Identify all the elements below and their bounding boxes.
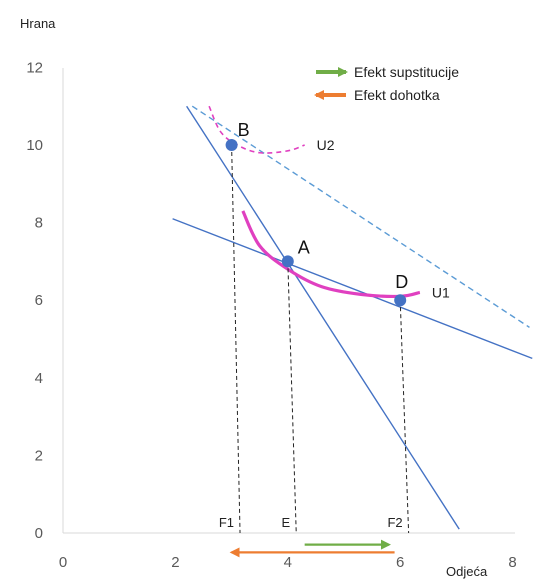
y-tick-10: 10 (26, 137, 43, 154)
effect-arrows (229, 539, 395, 558)
drop-label-f2: F2 (387, 515, 402, 530)
legend-label-substitution: Efekt supstitucije (354, 64, 459, 80)
point-label-b: B (238, 120, 250, 140)
y-tick-2: 2 (35, 447, 43, 464)
legend-entry-substitution: Efekt supstitucije (316, 64, 459, 80)
curve-label-u1: U1 (432, 284, 450, 300)
x-tick-0: 0 (59, 554, 67, 571)
point-label-d: D (395, 272, 408, 292)
y-tick-8: 8 (35, 215, 43, 232)
x-tick-4: 4 (284, 554, 292, 571)
point-label-a: A (298, 237, 310, 257)
budget-lines (172, 105, 533, 530)
drop-label-e: E (282, 515, 291, 530)
legend-entry-income: Efekt dohotka (314, 87, 440, 103)
y-tick-labels: 0 2 4 6 8 10 12 (26, 59, 43, 542)
y-tick-6: 6 (35, 292, 43, 309)
x-axis-title: Odjeća (446, 564, 488, 579)
x-tick-labels: 0 2 4 6 8 (59, 554, 517, 571)
budget-new-line (172, 218, 533, 360)
y-tick-0: 0 (35, 525, 43, 542)
point-a (281, 255, 294, 268)
y-axis-title: Hrana (20, 16, 56, 31)
points: B A D (225, 120, 408, 307)
point-b (225, 139, 238, 151)
budget-original-line (186, 105, 460, 530)
curve-label-u2: U2 (317, 137, 335, 153)
axes (62, 68, 515, 534)
point-d (394, 294, 407, 307)
budget-shifted-line (191, 105, 530, 328)
y-tick-12: 12 (26, 59, 43, 76)
drop-line-f1 (231, 144, 241, 534)
curve-u1 (241, 210, 421, 298)
drop-line-f2 (399, 300, 410, 534)
x-tick-6: 6 (396, 554, 404, 571)
drop-line-e (287, 261, 297, 534)
x-tick-2: 2 (171, 554, 179, 571)
drop-lines: F1 E F2 (219, 144, 410, 534)
drop-label-f1: F1 (219, 515, 234, 530)
x-tick-8: 8 (508, 554, 516, 571)
legend-label-income: Efekt dohotka (354, 87, 440, 103)
curve-u2 (208, 105, 305, 154)
y-tick-4: 4 (35, 370, 43, 387)
legend: Efekt supstitucije Efekt dohotka (314, 64, 459, 103)
